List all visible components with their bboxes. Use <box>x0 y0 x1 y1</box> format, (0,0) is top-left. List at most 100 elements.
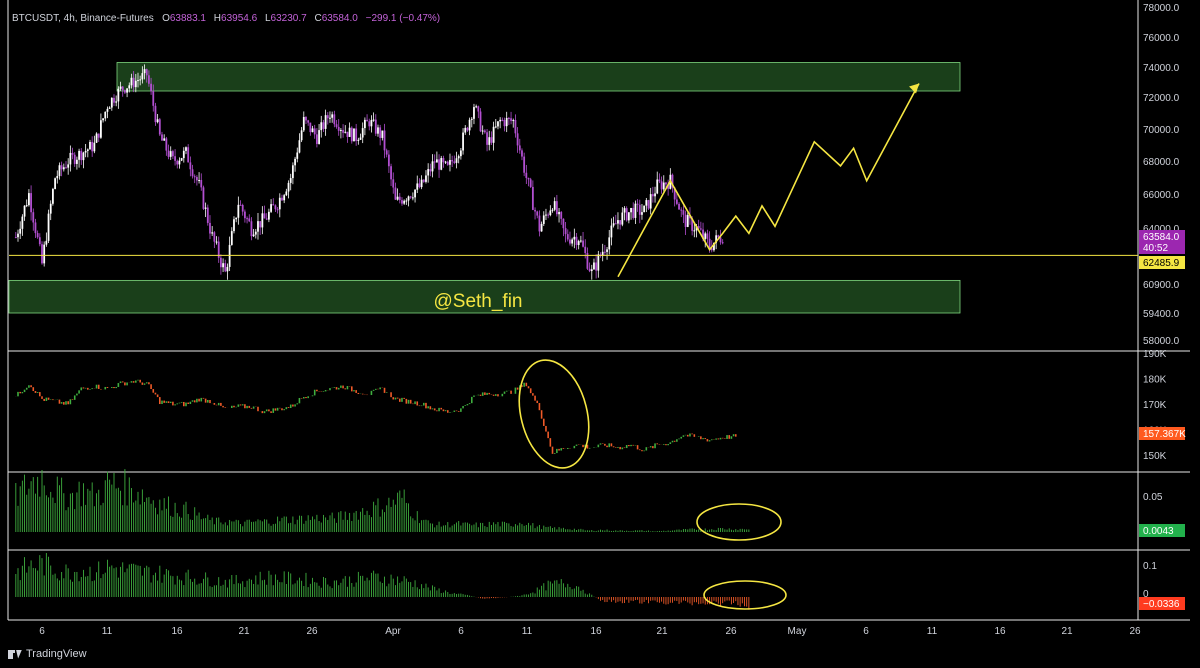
candle-body <box>206 207 209 223</box>
candle-body <box>540 223 543 232</box>
candle-body <box>265 218 268 220</box>
candle-body <box>370 119 373 127</box>
candle-body <box>610 225 613 238</box>
level-tag-text: 62485.9 <box>1143 258 1180 269</box>
zone-support <box>8 279 961 314</box>
candle-body <box>65 167 67 169</box>
candle-body <box>529 179 532 187</box>
candle-body <box>259 221 262 228</box>
footer-brand[interactable]: TradingView <box>26 648 87 660</box>
candle-body <box>551 209 554 211</box>
candle-body <box>675 199 678 204</box>
candle-body <box>601 251 604 256</box>
candle-body <box>45 240 48 245</box>
candle-body <box>93 142 96 152</box>
candle-body <box>625 208 628 221</box>
candle-body <box>477 106 480 112</box>
price-tick-label: 74000.0 <box>1143 63 1180 74</box>
candle-body <box>294 158 296 166</box>
time-tick-label: 26 <box>1129 626 1141 637</box>
candle-body <box>721 242 724 244</box>
projection-layer <box>617 83 920 278</box>
price-tick-label: 64000.0 <box>1143 224 1180 235</box>
candle-body <box>582 240 584 247</box>
candle-body <box>172 151 174 157</box>
candle-body <box>414 189 416 198</box>
high-value: 63954.6 <box>221 13 258 24</box>
candle-body <box>617 220 619 224</box>
candle-body <box>558 212 560 215</box>
candle-body <box>442 158 445 163</box>
candle-body <box>492 126 495 143</box>
candle-body <box>390 166 392 180</box>
candle-body <box>21 216 24 229</box>
candle-body <box>222 263 224 268</box>
candle-body <box>117 88 120 102</box>
candle-body <box>38 237 41 245</box>
candle-body <box>130 77 133 86</box>
candle-body <box>34 222 37 234</box>
candle-body <box>702 229 704 239</box>
candle-body <box>337 126 340 131</box>
candle-body <box>662 182 665 190</box>
candle-body <box>612 223 615 226</box>
candle-body <box>667 184 670 189</box>
candle-body <box>335 124 338 127</box>
candle-body <box>440 158 443 170</box>
time-tick-label: 6 <box>458 626 464 637</box>
candle-body <box>108 107 111 109</box>
osc2-last-tag-text: −0.0336 <box>1143 599 1180 610</box>
candle-body <box>60 165 63 170</box>
candle-body <box>392 179 395 188</box>
candle-body <box>357 139 360 141</box>
last-price-tag-text: 40:52 <box>1143 243 1168 254</box>
candle-body <box>488 137 491 145</box>
candle-body <box>562 218 565 229</box>
time-tick-label: 11 <box>522 626 533 637</box>
candle-body <box>54 178 56 189</box>
candle-body <box>383 130 386 151</box>
symbol-label[interactable]: BTCUSDT, 4h, Binance-Futures <box>12 13 154 24</box>
candle-body <box>283 195 286 201</box>
candle-body <box>713 242 715 251</box>
candle-body <box>158 119 161 135</box>
candle-body <box>499 119 502 122</box>
osc1-last-tag-bg <box>1139 524 1185 537</box>
zone-resistance <box>116 62 961 92</box>
time-tick-label: 11 <box>927 626 938 637</box>
candle-body <box>246 218 248 220</box>
low-value: 63230.7 <box>270 13 307 24</box>
candle-body <box>420 179 423 188</box>
price-tags: 63584.040:52 62485.9 157.367K 0.0043 −0.0336 <box>1139 230 1186 610</box>
candle-body <box>346 131 349 137</box>
candle-body <box>590 269 593 272</box>
time-tick-label: 21 <box>1061 626 1073 637</box>
candle-body <box>527 177 530 180</box>
candle-body <box>339 129 342 131</box>
price-tick-label: 58000.0 <box>1143 336 1180 347</box>
candle-body <box>30 193 32 213</box>
candle-body <box>73 154 76 164</box>
candle-body <box>523 156 526 173</box>
candle-body <box>564 228 567 235</box>
candle-body <box>43 244 46 264</box>
candle-body <box>372 119 375 121</box>
candle-body <box>215 241 218 243</box>
candle-body <box>333 114 336 125</box>
tradingview-logo-icon[interactable] <box>8 649 22 659</box>
candle-body <box>719 237 722 243</box>
candle-body <box>350 127 353 142</box>
candle-body <box>82 152 85 161</box>
candle-body <box>224 263 227 272</box>
candle-body <box>329 117 331 119</box>
candle-body <box>226 266 229 272</box>
candle-body <box>403 200 406 204</box>
candle-body <box>684 214 687 227</box>
candle-body <box>67 164 70 168</box>
time-tick-label: 21 <box>656 626 668 637</box>
candle-body <box>180 158 183 161</box>
candle-body <box>407 196 410 201</box>
candle-body <box>553 201 556 210</box>
candle-body <box>86 149 89 151</box>
